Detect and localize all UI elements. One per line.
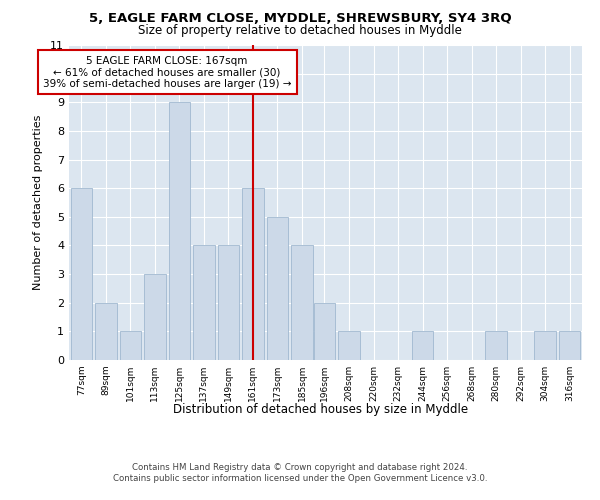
Text: Contains HM Land Registry data © Crown copyright and database right 2024.: Contains HM Land Registry data © Crown c… bbox=[132, 462, 468, 471]
Bar bbox=[218, 246, 239, 360]
Bar bbox=[144, 274, 166, 360]
Bar bbox=[535, 332, 556, 360]
Bar bbox=[119, 332, 141, 360]
Bar bbox=[71, 188, 92, 360]
Bar bbox=[267, 217, 288, 360]
Text: Size of property relative to detached houses in Myddle: Size of property relative to detached ho… bbox=[138, 24, 462, 37]
Bar bbox=[314, 302, 335, 360]
Bar bbox=[193, 246, 215, 360]
Y-axis label: Number of detached properties: Number of detached properties bbox=[33, 115, 43, 290]
Bar bbox=[291, 246, 313, 360]
Text: Contains public sector information licensed under the Open Government Licence v3: Contains public sector information licen… bbox=[113, 474, 487, 483]
Bar bbox=[169, 102, 190, 360]
Text: 5 EAGLE FARM CLOSE: 167sqm
← 61% of detached houses are smaller (30)
39% of semi: 5 EAGLE FARM CLOSE: 167sqm ← 61% of deta… bbox=[43, 56, 292, 89]
Bar bbox=[412, 332, 433, 360]
Text: 5, EAGLE FARM CLOSE, MYDDLE, SHREWSBURY, SY4 3RQ: 5, EAGLE FARM CLOSE, MYDDLE, SHREWSBURY,… bbox=[89, 12, 511, 26]
Bar bbox=[485, 332, 507, 360]
Bar bbox=[95, 302, 116, 360]
Bar bbox=[242, 188, 263, 360]
Bar bbox=[559, 332, 580, 360]
Text: Distribution of detached houses by size in Myddle: Distribution of detached houses by size … bbox=[173, 402, 469, 415]
Bar bbox=[338, 332, 360, 360]
